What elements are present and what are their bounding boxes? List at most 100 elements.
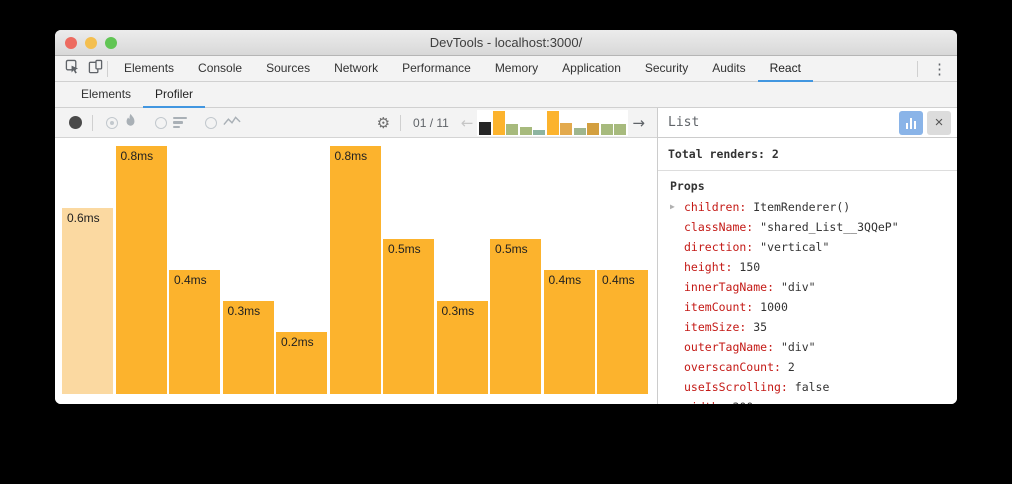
window-title: DevTools - localhost:3000/ (429, 35, 583, 50)
commit-bar-3[interactable]: 0.4ms (169, 270, 220, 394)
minimap-bar-8[interactable] (573, 127, 586, 135)
minimap-bar-4[interactable] (519, 126, 532, 135)
ranked-radio[interactable] (155, 116, 167, 129)
device-toolbar-icon[interactable] (88, 59, 103, 79)
view-renders-button[interactable] (899, 110, 923, 135)
tab-react[interactable]: React (757, 56, 813, 82)
tab-elements[interactable]: Elements (124, 61, 175, 75)
prop-key: outerTagName: (684, 340, 775, 354)
tab-network[interactable]: Network (334, 61, 379, 75)
snapshot-counter: 01 / 11 (413, 115, 449, 130)
commit-bar-6[interactable]: 0.8ms (329, 146, 381, 394)
total-renders-value: 2 (771, 147, 779, 161)
commit-bar-5[interactable]: 0.2ms (276, 332, 327, 394)
record-button[interactable] (69, 116, 82, 129)
flamegraph-radio[interactable] (106, 116, 118, 129)
prop-value: 2 (780, 360, 795, 374)
commit-bar-4[interactable]: 0.3ms (222, 301, 274, 394)
minimize-window-button[interactable] (85, 37, 97, 49)
tab-application[interactable]: Application (562, 61, 621, 75)
line-chart-icon (223, 114, 241, 132)
expand-triangle-icon[interactable]: ▶ (670, 202, 675, 211)
prop-value: 150 (732, 260, 761, 274)
devtools-tool-icons (55, 56, 103, 81)
interactions-radio[interactable] (205, 116, 217, 129)
tab-security[interactable]: Security (644, 61, 689, 75)
tab-memory[interactable]: Memory (494, 61, 539, 75)
mode-flamegraph[interactable] (106, 113, 137, 132)
prop-key: overscanCount: (684, 360, 781, 374)
tab-audits[interactable]: Audits (712, 61, 746, 75)
commit-bar-9[interactable]: 0.5ms (490, 239, 541, 394)
commit-bar-2[interactable]: 0.8ms (115, 146, 167, 394)
next-snapshot-icon[interactable]: → (632, 113, 645, 132)
commit-bar-11[interactable]: 0.4ms (597, 270, 648, 394)
divider (917, 60, 918, 77)
props-heading: Props (670, 179, 705, 193)
commit-bar-7[interactable]: 0.5ms (383, 239, 434, 394)
bar-chart-icon (905, 117, 917, 129)
minimap-bar-2[interactable] (492, 110, 505, 135)
profiler-toolbar: ⚙ 01 / 11 ← → (55, 108, 657, 138)
prop-value: 35 (746, 320, 768, 334)
prop-value: false (787, 380, 830, 394)
prop-key: useIsScrolling: (684, 380, 788, 394)
subtab-profiler[interactable]: Profiler (143, 82, 206, 108)
prop-row-overscanCount: overscanCount: 2 (658, 357, 957, 377)
chart-bars: 0.6ms 0.8ms 0.4ms 0.3ms 0.2ms 0.8ms 0.5ms 0.3ms… (62, 138, 648, 394)
prev-snapshot-icon[interactable]: ← (460, 113, 474, 132)
minimap-bar-9[interactable] (587, 122, 600, 135)
commit-bar-label: 0.4ms (548, 273, 582, 287)
prop-row-outerTagName: outerTagName: "div" (658, 337, 957, 357)
commit-bar-8[interactable]: 0.3ms (436, 301, 488, 394)
tab-console[interactable]: Console (198, 61, 243, 75)
commit-bar-10[interactable]: 0.4ms (543, 270, 595, 394)
inspect-element-icon[interactable] (65, 59, 80, 79)
prop-key: className: (684, 220, 754, 234)
mode-interactions[interactable] (205, 114, 241, 132)
minimap-bar-1[interactable] (479, 121, 492, 135)
prop-row-itemCount: itemCount: 1000 (658, 297, 957, 317)
commit-bar-1[interactable]: 0.6ms (62, 208, 113, 394)
prop-key: direction: (684, 240, 754, 254)
prop-value: "vertical" (753, 240, 830, 254)
minimap-bar-11[interactable] (614, 123, 627, 135)
mode-ranked[interactable] (155, 116, 187, 129)
prop-key: itemSize: (684, 320, 747, 334)
prop-row-height: height: 150 (658, 257, 957, 277)
commit-bar-label: 0.5ms (495, 242, 528, 256)
minimap-bar-5[interactable] (533, 129, 546, 135)
more-options-icon[interactable]: ⋮ (932, 60, 947, 78)
commit-bar-label: 0.4ms (602, 273, 635, 287)
snapshot-minimap[interactable] (477, 109, 629, 136)
component-panel-header: List × (658, 108, 957, 138)
subtab-elements[interactable]: Elements (81, 87, 132, 101)
prop-row-itemSize: itemSize: 35 (658, 317, 957, 337)
tab-performance[interactable]: Performance (402, 61, 471, 75)
ranked-chart-icon (173, 116, 187, 129)
minimap-bar-6[interactable] (546, 110, 559, 135)
tab-sources[interactable]: Sources (266, 61, 311, 75)
commit-bar-label: 0.2ms (281, 335, 314, 349)
close-panel-button[interactable]: × (927, 110, 951, 135)
minimap-bar-10[interactable] (600, 123, 613, 135)
gear-icon[interactable]: ⚙ (376, 113, 391, 132)
total-renders: Total renders: 2 (658, 138, 957, 171)
react-subtab-bar: Elements Profiler (55, 82, 957, 108)
divider (92, 114, 93, 131)
prop-row-direction: direction: "vertical" (658, 237, 957, 257)
close-window-button[interactable] (65, 37, 77, 49)
props-list: ▶ children: ItemRenderer() className: "sha… (658, 197, 957, 404)
prop-row-children: ▶ children: ItemRenderer() (658, 197, 957, 217)
render-duration-chart: 0.6ms 0.8ms 0.4ms 0.3ms 0.2ms 0.8ms 0.5ms 0.3ms… (55, 138, 657, 404)
minimap-bar-7[interactable] (560, 122, 573, 135)
prop-key: width: (684, 400, 726, 404)
devtools-window: DevTools - localhost:3000/ Elements Conso… (55, 30, 957, 404)
commit-bar-label: 0.3ms (227, 304, 261, 318)
commit-bar-label: 0.8ms (120, 149, 154, 163)
prop-value: 300 (726, 400, 753, 404)
sub-tabs: Elements Profiler (69, 82, 206, 108)
minimap-bar-3[interactable] (506, 123, 519, 135)
zoom-window-button[interactable] (105, 37, 117, 49)
commit-bar-label: 0.3ms (441, 304, 475, 318)
